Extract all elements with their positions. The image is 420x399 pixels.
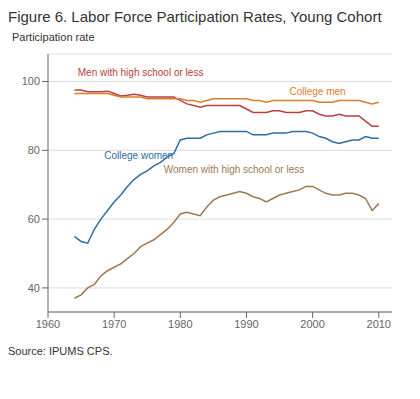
- html-text:Participation rate: Participation rate: [12, 31, 95, 43]
- svg-text:College men: College men: [289, 86, 345, 97]
- svg-text:Men with high school or less: Men with high school or less: [78, 67, 204, 78]
- svg-text:2010: 2010: [367, 318, 391, 330]
- svg-text:1980: 1980: [168, 318, 192, 330]
- svg-text:60: 60: [28, 213, 40, 225]
- svg-text:100: 100: [22, 75, 40, 87]
- svg-text:College women: College women: [104, 150, 173, 161]
- svg-text:2000: 2000: [300, 318, 324, 330]
- svg-text:80: 80: [28, 144, 40, 156]
- svg-text:1970: 1970: [102, 318, 126, 330]
- html-text:Figure 6. Labor Force Particip: Figure 6. Labor Force Participation Rate…: [8, 8, 382, 25]
- svg-text:40: 40: [28, 282, 40, 294]
- svg-text:1990: 1990: [234, 318, 258, 330]
- html-text:Source: IPUMS CPS.: Source: IPUMS CPS.: [8, 345, 113, 357]
- svg-text:Women with high school or less: Women with high school or less: [164, 164, 304, 175]
- svg-text:1960: 1960: [36, 318, 60, 330]
